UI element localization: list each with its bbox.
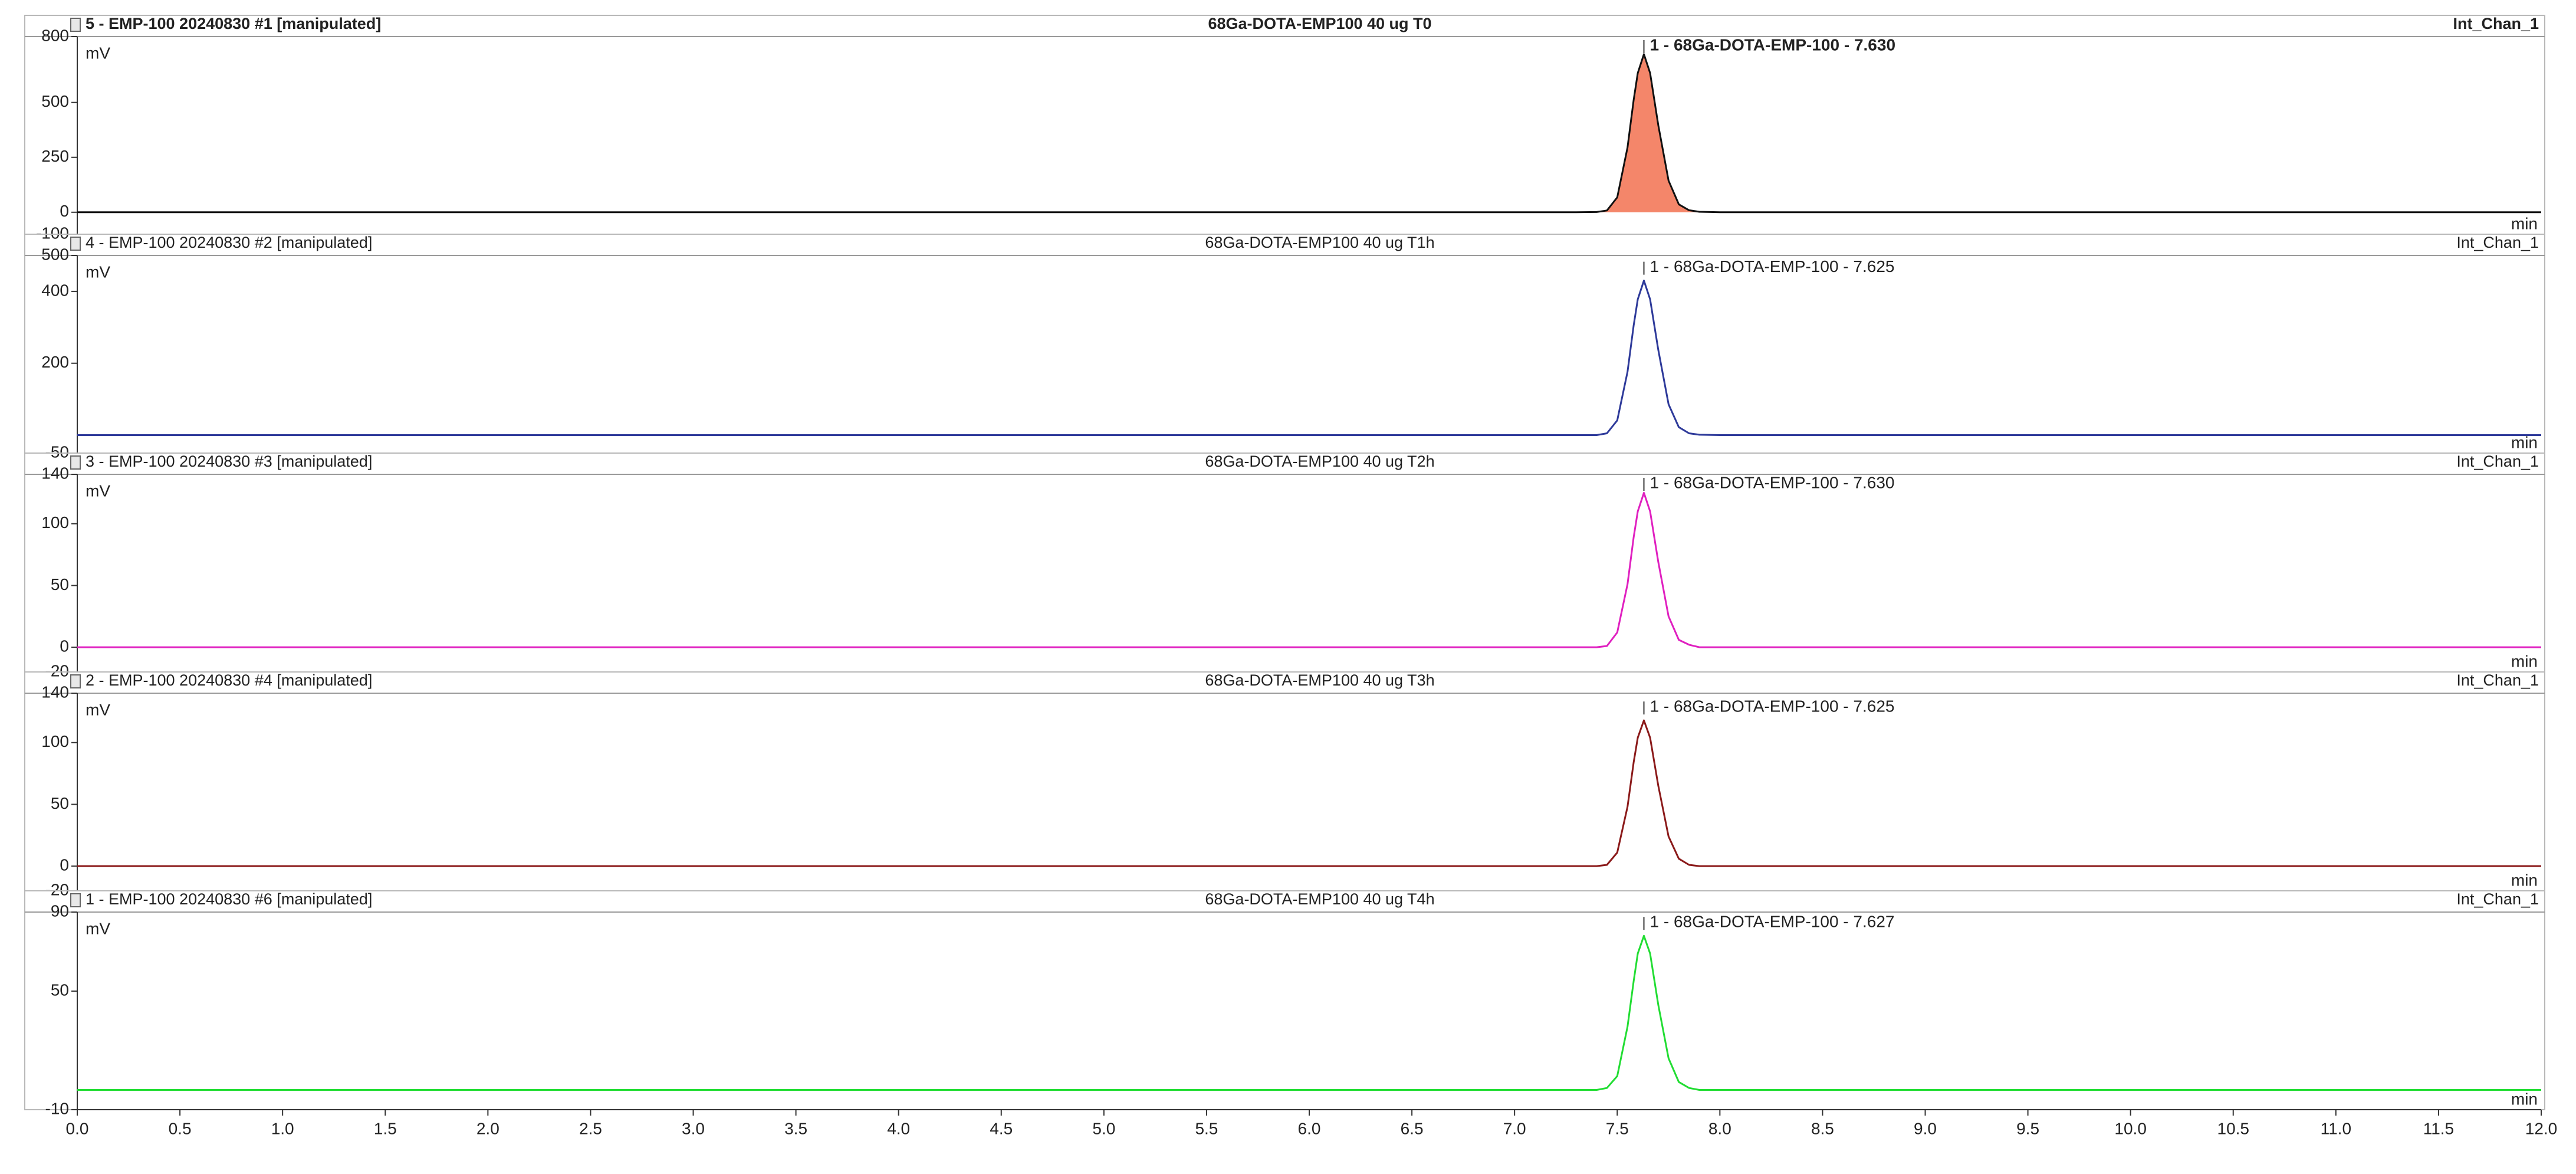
y-axis-unit: mV <box>86 44 110 62</box>
y-tick-label: 50 <box>51 575 69 593</box>
y-axis-unit: mV <box>86 919 110 937</box>
peak-annotation: 1 - 68Ga-DOTA-EMP-100 - 7.630 <box>1650 473 1895 491</box>
y-tick-label: 90 <box>51 901 69 920</box>
header-icon <box>70 237 81 251</box>
x-tick-label: 12.0 <box>2525 1119 2558 1137</box>
x-tick-label: 9.0 <box>1914 1119 1937 1137</box>
panel-title: 68Ga-DOTA-EMP100 40 ug T0 <box>1208 15 1431 32</box>
panel-title: 68Ga-DOTA-EMP100 40 ug T1h <box>1205 234 1434 251</box>
y-tick-label: 400 <box>41 281 69 299</box>
y-tick-label: 50 <box>51 980 69 999</box>
panel-title: 68Ga-DOTA-EMP100 40 ug T4h <box>1205 890 1434 908</box>
x-axis-unit: min <box>2511 652 2538 670</box>
y-tick-label: 50 <box>51 794 69 812</box>
y-axis-unit: mV <box>86 700 110 719</box>
sample-name: 5 - EMP-100 20240830 #1 [manipulated] <box>86 15 381 32</box>
y-tick-label: -20 <box>45 880 69 898</box>
y-tick-label: 100 <box>41 732 69 750</box>
x-tick-label: 0.0 <box>66 1119 89 1137</box>
x-tick-label: 8.0 <box>1708 1119 1731 1137</box>
x-axis-unit: min <box>2511 1090 2538 1108</box>
trace <box>77 719 2541 867</box>
x-tick-label: 7.0 <box>1503 1119 1526 1137</box>
x-tick-label: 7.5 <box>1606 1119 1629 1137</box>
x-tick-label: 3.0 <box>682 1119 705 1137</box>
x-tick-label: 11.5 <box>2423 1119 2454 1137</box>
channel-name: Int_Chan_1 <box>2456 671 2539 689</box>
y-tick-label: 800 <box>41 26 69 44</box>
trace <box>77 53 2541 214</box>
trace <box>77 491 2541 648</box>
channel-name: Int_Chan_1 <box>2456 234 2539 251</box>
header-icon <box>70 455 81 470</box>
x-tick-label: 1.5 <box>374 1119 397 1137</box>
x-tick-label: 11.0 <box>2321 1119 2351 1137</box>
y-tick-label: 140 <box>41 683 69 701</box>
x-tick-label: 10.5 <box>2217 1119 2250 1137</box>
x-tick-label: 6.5 <box>1401 1119 1424 1137</box>
peak-annotation: 1 - 68Ga-DOTA-EMP-100 - 7.630 <box>1650 35 1896 54</box>
x-axis-unit: min <box>2511 871 2538 889</box>
y-tick-label: -10 <box>45 1099 69 1117</box>
sample-name: 1 - EMP-100 20240830 #6 [manipulated] <box>86 890 372 908</box>
x-tick-label: 2.5 <box>579 1119 602 1137</box>
y-tick-label: 250 <box>41 147 69 165</box>
panel-title: 68Ga-DOTA-EMP100 40 ug T2h <box>1205 452 1434 470</box>
y-tick-label: 100 <box>41 513 69 532</box>
x-tick-label: 0.5 <box>169 1119 192 1137</box>
x-axis-unit: min <box>2511 433 2538 451</box>
x-tick-label: 4.5 <box>990 1119 1013 1137</box>
y-tick-label: 500 <box>41 245 69 263</box>
peak-annotation: 1 - 68Ga-DOTA-EMP-100 - 7.627 <box>1650 913 1895 931</box>
x-tick-label: 3.5 <box>784 1119 807 1137</box>
header-icon <box>70 893 81 907</box>
x-tick-label: 6.0 <box>1298 1119 1321 1137</box>
trace <box>77 934 2541 1091</box>
header-icon <box>70 18 81 32</box>
x-tick-label: 9.5 <box>2016 1119 2039 1137</box>
sample-name: 2 - EMP-100 20240830 #4 [manipulated] <box>86 671 372 689</box>
y-tick-label: -20 <box>45 661 69 680</box>
y-tick-label: 0 <box>60 637 69 655</box>
y-tick-label: -100 <box>36 224 69 242</box>
x-axis-unit: min <box>2511 214 2538 232</box>
x-tick-label: 5.5 <box>1195 1119 1218 1137</box>
panel-title: 68Ga-DOTA-EMP100 40 ug T3h <box>1205 671 1434 689</box>
channel-name: Int_Chan_1 <box>2453 15 2539 32</box>
y-tick-label: 200 <box>41 353 69 371</box>
channel-name: Int_Chan_1 <box>2456 452 2539 470</box>
x-tick-label: 5.0 <box>1092 1119 1115 1137</box>
trace <box>77 280 2541 436</box>
x-tick-label: 4.0 <box>887 1119 910 1137</box>
y-tick-label: 0 <box>60 202 69 220</box>
peak-annotation: 1 - 68Ga-DOTA-EMP-100 - 7.625 <box>1650 257 1895 276</box>
peak-annotation: 1 - 68Ga-DOTA-EMP-100 - 7.625 <box>1650 697 1895 715</box>
y-tick-label: 500 <box>41 92 69 110</box>
x-tick-label: 8.5 <box>1811 1119 1834 1137</box>
y-tick-label: 0 <box>60 856 69 874</box>
sample-name: 4 - EMP-100 20240830 #2 [manipulated] <box>86 234 372 251</box>
sample-name: 3 - EMP-100 20240830 #3 [manipulated] <box>86 452 372 470</box>
y-tick-label: 140 <box>41 464 69 482</box>
x-tick-label: 1.0 <box>271 1119 294 1137</box>
y-tick-label: -50 <box>45 442 69 461</box>
x-tick-label: 10.0 <box>2114 1119 2147 1137</box>
channel-name: Int_Chan_1 <box>2456 890 2539 908</box>
y-axis-unit: mV <box>86 263 110 281</box>
header-icon <box>70 674 81 688</box>
x-tick-label: 2.0 <box>477 1119 500 1137</box>
y-axis-unit: mV <box>86 481 110 500</box>
